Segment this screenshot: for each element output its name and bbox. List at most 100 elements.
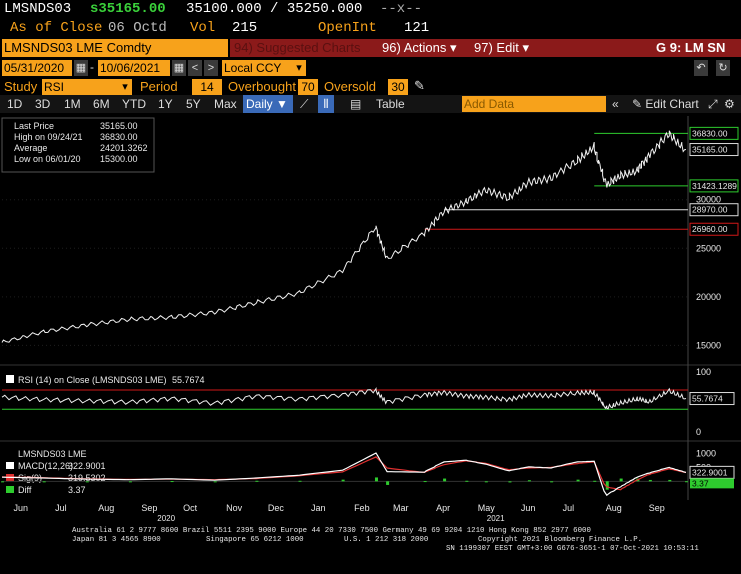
diff-label-box bbox=[690, 478, 734, 489]
caret-down-icon[interactable]: ▾ bbox=[118, 79, 132, 95]
pencil-icon[interactable]: ✎ bbox=[414, 78, 425, 93]
rsi-legend-value: 55.7674 bbox=[172, 375, 205, 385]
ticker-symbol[interactable]: LMSNDS03 bbox=[4, 1, 72, 17]
macd-swatch bbox=[6, 462, 14, 469]
diff-bar bbox=[42, 481, 46, 483]
actions-menu[interactable]: 96) Actions ▾ bbox=[382, 39, 457, 57]
overbought-label: Overbought bbox=[228, 79, 296, 94]
calendar-icon[interactable]: ▦ bbox=[172, 60, 186, 76]
table-button[interactable]: Table bbox=[376, 97, 405, 111]
macd-legend-title: LMSNDS03 LME bbox=[18, 449, 87, 459]
diff-bar bbox=[550, 481, 554, 483]
caret-down-icon[interactable]: ▾ bbox=[292, 60, 306, 76]
expand-icon[interactable]: ⤢ bbox=[708, 97, 718, 111]
change-marker: --x-- bbox=[380, 1, 423, 17]
settings-icon[interactable]: ⚙ bbox=[724, 97, 735, 111]
start-date-field[interactable]: 05/31/2020 bbox=[2, 60, 72, 76]
rsi-tick-label: 100 bbox=[696, 367, 711, 377]
range-1y[interactable]: 1Y bbox=[158, 97, 173, 111]
macd-current-label: 322.9001 bbox=[692, 467, 728, 477]
edit-menu[interactable]: 97) Edit ▾ bbox=[474, 39, 529, 57]
x-tick-label: Aug bbox=[606, 503, 622, 513]
undo-icon[interactable]: ↶ bbox=[694, 60, 708, 76]
caret-down-icon: ▾ bbox=[449, 40, 457, 55]
price-legend: Last Price 35165.00 High on 09/24/21 368… bbox=[1, 117, 155, 173]
volume-label: Vol bbox=[190, 20, 216, 36]
x-tick-label: Nov bbox=[226, 503, 243, 513]
date-range-row: 05/31/2020 ▦ - 10/06/2021 ▦ < > Local CC… bbox=[0, 59, 741, 78]
range-3d[interactable]: 3D bbox=[35, 97, 51, 111]
price-label: 36830.00 bbox=[692, 128, 728, 138]
x-tick-label: Aug bbox=[98, 503, 114, 513]
rsi-legend-label: RSI (14) on Close (LMSNDS03 LME) bbox=[18, 375, 167, 385]
footer-us: U.S. 1 212 318 2000 bbox=[344, 536, 428, 544]
open-interest-label: OpenInt bbox=[318, 20, 377, 36]
currency-select[interactable]: Local CCY bbox=[222, 60, 302, 76]
frequency-select[interactable]: Daily ▼ bbox=[243, 95, 293, 113]
x-tick-label: May bbox=[478, 503, 496, 513]
triangle-down-icon: ▼ bbox=[276, 97, 288, 111]
diff-label: Diff bbox=[18, 485, 32, 495]
study-select[interactable]: RSI bbox=[42, 79, 118, 95]
ticker-row: LMSNDS03 s35165.00 35100.000 / 35250.000… bbox=[0, 0, 741, 20]
oversold-label: Oversold bbox=[324, 79, 377, 94]
macd-value: 322.9001 bbox=[68, 461, 106, 471]
edit-chart-button[interactable]: ✎ Edit Chart bbox=[632, 95, 699, 113]
refresh-icon[interactable]: ↻ bbox=[716, 60, 730, 76]
footer-copyright: Copyright 2021 Bloomberg Finance L.P. bbox=[478, 536, 642, 544]
rsi-swatch bbox=[6, 375, 14, 383]
footer-singapore: Singapore 65 6212 1000 bbox=[206, 536, 304, 544]
range-5y[interactable]: 5Y bbox=[186, 97, 201, 111]
line-chart-icon[interactable]: ⟋ bbox=[300, 97, 309, 111]
legend-high-label: High on 09/24/21 bbox=[14, 132, 83, 142]
legend-low-label: Low on 06/01/20 bbox=[14, 154, 81, 164]
prev-period-button[interactable]: < bbox=[188, 60, 202, 76]
oversold-field[interactable]: 30 bbox=[388, 79, 408, 95]
add-data-input[interactable]: Add Data bbox=[462, 96, 606, 112]
range-1d[interactable]: 1D bbox=[7, 97, 23, 111]
period-field[interactable]: 14 bbox=[192, 79, 222, 95]
edit-number: 97) bbox=[474, 40, 493, 55]
diff-bar bbox=[685, 481, 688, 483]
frequency-value: Daily bbox=[246, 97, 273, 111]
x-tick-label: Dec bbox=[268, 503, 285, 513]
title-bar: LMSNDS03 LME Comdty 94) Suggested Charts… bbox=[0, 38, 741, 58]
chart-area[interactable]: Last Price 35165.00 High on 09/24/21 368… bbox=[0, 113, 741, 574]
study-label: Study bbox=[4, 79, 38, 94]
x-tick-label: Jun bbox=[521, 503, 536, 513]
study-row: Study RSI ▾ Period 14 Overbought 70 Over… bbox=[0, 78, 741, 95]
range-max[interactable]: Max bbox=[214, 97, 237, 111]
diff-bar bbox=[484, 481, 488, 483]
range-6m[interactable]: 6M bbox=[93, 97, 110, 111]
calendar-icon[interactable]: ▦ bbox=[74, 60, 88, 76]
security-title[interactable]: LMSNDS03 LME Comdty bbox=[2, 39, 228, 57]
macd-tick-label: 1000 bbox=[696, 449, 716, 459]
price-label-box bbox=[689, 143, 739, 157]
x-tick-label: Oct bbox=[183, 503, 198, 513]
end-date-field[interactable]: 10/06/2021 bbox=[98, 60, 170, 76]
last-price: s35165.00 bbox=[90, 1, 166, 17]
candle-chart-icon[interactable]: ⫴ bbox=[318, 95, 334, 113]
diff-bar bbox=[170, 481, 174, 483]
overbought-field[interactable]: 70 bbox=[298, 79, 318, 95]
pencil-icon: ✎ bbox=[632, 97, 643, 111]
price-label: 35165.00 bbox=[692, 145, 728, 155]
footer: Australia 61 2 9777 8600 Brazil 5511 239… bbox=[72, 527, 699, 553]
x-tick-label: Feb bbox=[354, 503, 370, 513]
last-price-value: 35165.00 bbox=[98, 1, 166, 17]
price-label-box bbox=[689, 179, 739, 193]
caret-down-icon: ▾ bbox=[522, 40, 529, 55]
diff-bar bbox=[576, 479, 580, 482]
diff-bar bbox=[128, 481, 132, 483]
next-period-button[interactable]: > bbox=[204, 60, 218, 76]
suggested-charts-button[interactable]: 94) Suggested Charts bbox=[234, 39, 360, 57]
table-icon[interactable]: ▤ bbox=[350, 97, 362, 111]
legend-high-value: 36830.00 bbox=[100, 132, 138, 142]
price-tick-label: 15000 bbox=[696, 340, 721, 350]
range-1m[interactable]: 1M bbox=[64, 97, 81, 111]
range-ytd[interactable]: YTD bbox=[122, 97, 146, 111]
diff-bar bbox=[423, 481, 427, 483]
as-of-date: 06 Octd bbox=[108, 20, 167, 36]
collapse-icon[interactable]: « bbox=[612, 97, 619, 111]
diff-value: 3.37 bbox=[68, 485, 86, 495]
